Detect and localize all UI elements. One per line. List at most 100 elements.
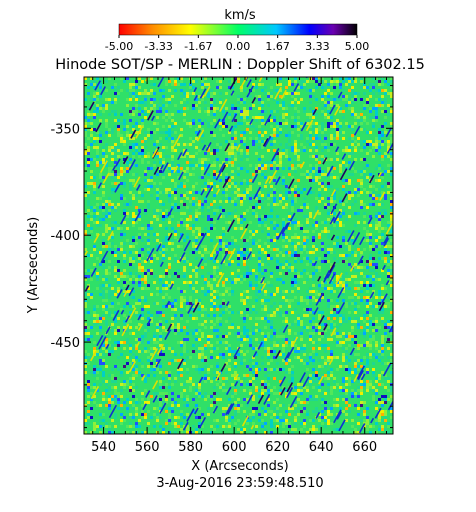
heatmap-cell	[351, 338, 354, 341]
heatmap-cell	[333, 89, 336, 92]
heatmap-cell	[378, 236, 381, 239]
heatmap-cell	[387, 245, 390, 248]
heatmap-cell	[168, 332, 171, 335]
heatmap-cell	[195, 128, 198, 131]
heatmap-cell	[324, 83, 327, 86]
heatmap-cell	[339, 320, 342, 323]
heatmap-cell	[372, 194, 375, 197]
heatmap-cell	[360, 263, 363, 266]
heatmap-cell	[183, 290, 186, 293]
heatmap-cell	[327, 302, 330, 305]
heatmap-cell	[360, 233, 363, 236]
heatmap-cell	[390, 278, 393, 281]
heatmap-cell	[87, 191, 90, 194]
heatmap-cell	[210, 224, 213, 227]
heatmap-cell	[366, 233, 369, 236]
heatmap-cell	[234, 146, 237, 149]
heatmap-cell	[231, 173, 234, 176]
heatmap-cell	[228, 314, 231, 317]
heatmap-cell	[105, 290, 108, 293]
heatmap-cell	[204, 188, 207, 191]
heatmap-cell	[111, 236, 114, 239]
heatmap-cell	[327, 236, 330, 239]
heatmap-cell	[297, 302, 300, 305]
heatmap-cell	[348, 149, 351, 152]
heatmap-cell	[87, 107, 90, 110]
heatmap-cell	[330, 134, 333, 137]
heatmap-cell	[372, 308, 375, 311]
heatmap-cell	[249, 140, 252, 143]
heatmap-cell	[381, 188, 384, 191]
heatmap-cell	[213, 317, 216, 320]
heatmap-cell	[279, 242, 282, 245]
heatmap-cell	[96, 107, 99, 110]
heatmap-cell	[267, 227, 270, 230]
heatmap-cell	[321, 143, 324, 146]
heatmap-cell	[198, 206, 201, 209]
heatmap-cell	[327, 122, 330, 125]
heatmap-cell	[213, 266, 216, 269]
heatmap-cell	[129, 203, 132, 206]
heatmap-cell	[330, 272, 333, 275]
heatmap-cell	[309, 302, 312, 305]
heatmap-cell	[147, 77, 150, 80]
heatmap-cell	[87, 224, 90, 227]
heatmap-cell	[381, 317, 384, 320]
heatmap-cell	[114, 125, 117, 128]
heatmap-cell	[192, 215, 195, 218]
heatmap-cell	[177, 308, 180, 311]
heatmap-cell	[231, 107, 234, 110]
heatmap-cell	[390, 215, 393, 218]
heatmap-cell	[252, 116, 255, 119]
heatmap-cell	[258, 269, 261, 272]
heatmap-cell	[375, 260, 378, 263]
heatmap-cell	[348, 314, 351, 317]
heatmap-cell	[228, 140, 231, 143]
heatmap-cell	[90, 317, 93, 320]
heatmap-cell	[222, 242, 225, 245]
heatmap-cell	[354, 200, 357, 203]
heatmap-cell	[282, 80, 285, 83]
heatmap-cell	[129, 191, 132, 194]
heatmap-cell	[234, 95, 237, 98]
heatmap-cell	[258, 260, 261, 263]
heatmap-cell	[153, 323, 156, 326]
heatmap-cell	[141, 191, 144, 194]
heatmap-cell	[165, 305, 168, 308]
heatmap-cell	[93, 185, 96, 188]
heatmap-cell	[363, 188, 366, 191]
heatmap-cell	[165, 110, 168, 113]
heatmap-cell	[156, 194, 159, 197]
heatmap-cell	[309, 89, 312, 92]
heatmap-cell	[255, 275, 258, 278]
heatmap-cell	[330, 290, 333, 293]
heatmap-cell	[243, 113, 246, 116]
heatmap-cell	[300, 206, 303, 209]
heatmap-cell	[348, 98, 351, 101]
heatmap-cell	[333, 80, 336, 83]
heatmap-cell	[318, 326, 321, 329]
heatmap-cell	[108, 332, 111, 335]
heatmap-cell	[273, 230, 276, 233]
heatmap-cell	[144, 326, 147, 329]
heatmap-cell	[189, 221, 192, 224]
heatmap-cell	[192, 332, 195, 335]
heatmap-cell	[162, 149, 165, 152]
heatmap-cell	[150, 89, 153, 92]
heatmap-cell	[213, 209, 216, 212]
heatmap-cell	[228, 332, 231, 335]
heatmap-cell	[162, 299, 165, 302]
heatmap-cell	[165, 131, 168, 134]
heatmap-cell	[309, 281, 312, 284]
heatmap-cell	[180, 245, 183, 248]
heatmap-cell	[93, 335, 96, 338]
heatmap-cell	[309, 92, 312, 95]
heatmap-cell	[117, 101, 120, 104]
heatmap-cell	[231, 212, 234, 215]
heatmap-cell	[324, 311, 327, 314]
heatmap-cell	[273, 92, 276, 95]
heatmap-cell	[348, 152, 351, 155]
heatmap-cell	[174, 194, 177, 197]
heatmap-cell	[384, 197, 387, 200]
heatmap-cell	[351, 209, 354, 212]
